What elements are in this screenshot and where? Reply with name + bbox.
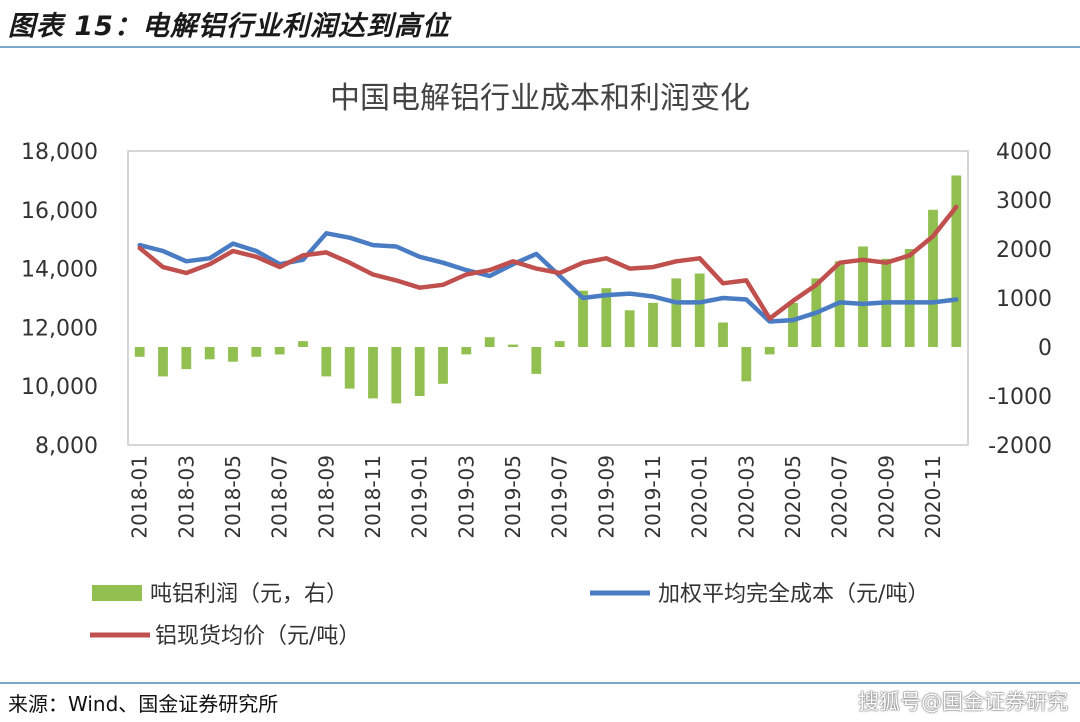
profit-bar [764,347,775,355]
profit-bar [204,347,215,360]
y-right-tick-label: 1000 [996,287,1052,312]
x-tick-label: 2020-09 [874,455,898,539]
profit-bar [531,347,542,374]
x-tick-label: 2020-03 [734,455,758,539]
figure-title: 图表 15：电解铝行业利润达到高位 [8,11,450,42]
profit-bar [321,347,332,377]
x-tick-label: 2018-11 [361,455,385,539]
y-right-tick-label: -1000 [988,385,1052,410]
cost-line [137,231,959,324]
profit-bar [951,175,962,347]
profit-bar [228,347,238,362]
y-left-tick-label: 14,000 [21,258,98,283]
profit-bar [601,288,612,347]
profit-bar [158,347,168,377]
profit-bar [648,302,658,347]
x-tick-label: 2019-03 [454,455,478,539]
profit-bar [624,310,635,348]
y-left-tick-label: 12,000 [21,316,98,341]
chart-title: 中国电解铝行业成本和利润变化 [330,81,750,116]
legend-swatch-profit [92,585,142,601]
plot-area [127,150,969,446]
profit-bar [741,347,752,382]
x-tick-label: 2019-11 [641,455,665,539]
top-rule [0,46,1080,48]
profit-bar [251,347,262,357]
y-left-tick-label: 16,000 [21,199,98,224]
y-left-tick-label: 18,000 [21,140,98,165]
profit-bar [788,302,798,347]
profit-bar [461,347,472,355]
profit-bar [391,347,402,404]
profit-bar [508,344,518,347]
profit-bar [484,337,495,347]
profit-bar [858,246,868,347]
watermark: 搜狐号@国金证券研究 [858,690,1068,714]
price-line [137,204,959,321]
x-tick-label: 2019-07 [548,455,572,539]
profit-bar [904,249,915,347]
profit-bar [928,209,938,347]
x-tick-label: 2019-01 [408,455,432,539]
y-right-tick-label: 2000 [996,238,1052,263]
source-note: 来源：Wind、国金证券研究所 [8,692,279,716]
x-tick-label: 2020-01 [688,455,712,539]
y-right-tick-label: 3000 [996,189,1052,214]
x-tick-label: 2018-03 [174,455,198,539]
bottom-rule [0,682,1080,684]
y-left-tick-label: 10,000 [21,375,98,400]
x-tick-label: 2018-05 [221,455,245,539]
profit-bar [438,347,448,384]
chart-svg: 中国电解铝行业成本和利润变化 8,000 10,000 12,000 14,000 16… [21,81,1052,649]
y-right-tick-label: 4000 [996,140,1052,165]
legend-label-cost: 加权平均完全成本（元/吨） [658,582,929,607]
profit-bar [274,347,285,355]
profit-bar [554,341,565,347]
profit-bar [671,278,682,347]
profit-bar [181,347,192,370]
legend-label-profit: 吨铝利润（元，右） [150,582,348,607]
x-tick-label: 2018-01 [128,455,152,539]
profit-bar [718,322,728,347]
x-tick-label: 2018-09 [314,455,338,539]
x-tick-label: 2019-09 [594,455,618,539]
profit-bar [414,347,425,396]
profit-bar [694,273,705,347]
y-left-tick-label: 8,000 [35,434,98,459]
profit-bar [344,347,355,389]
profit-bar [578,290,588,347]
x-tick-label: 2019-05 [501,455,525,539]
profit-bar [134,347,145,357]
x-tick-label: 2020-07 [828,455,852,539]
y-right-tick-label: -2000 [988,434,1052,459]
profit-bar [298,341,308,347]
profit-bar [368,347,378,399]
chart-frame: 中国电解铝行业成本和利润变化 8,000 10,000 12,000 14,000 16… [0,48,1080,682]
legend-label-price: 铝现货均价（元/吨） [155,624,360,649]
x-tick-label: 2018-07 [268,455,292,539]
x-tick-label: 2020-05 [781,455,805,539]
x-tick-label: 2020-11 [921,455,945,539]
y-right-tick-label: 0 [1038,336,1052,361]
